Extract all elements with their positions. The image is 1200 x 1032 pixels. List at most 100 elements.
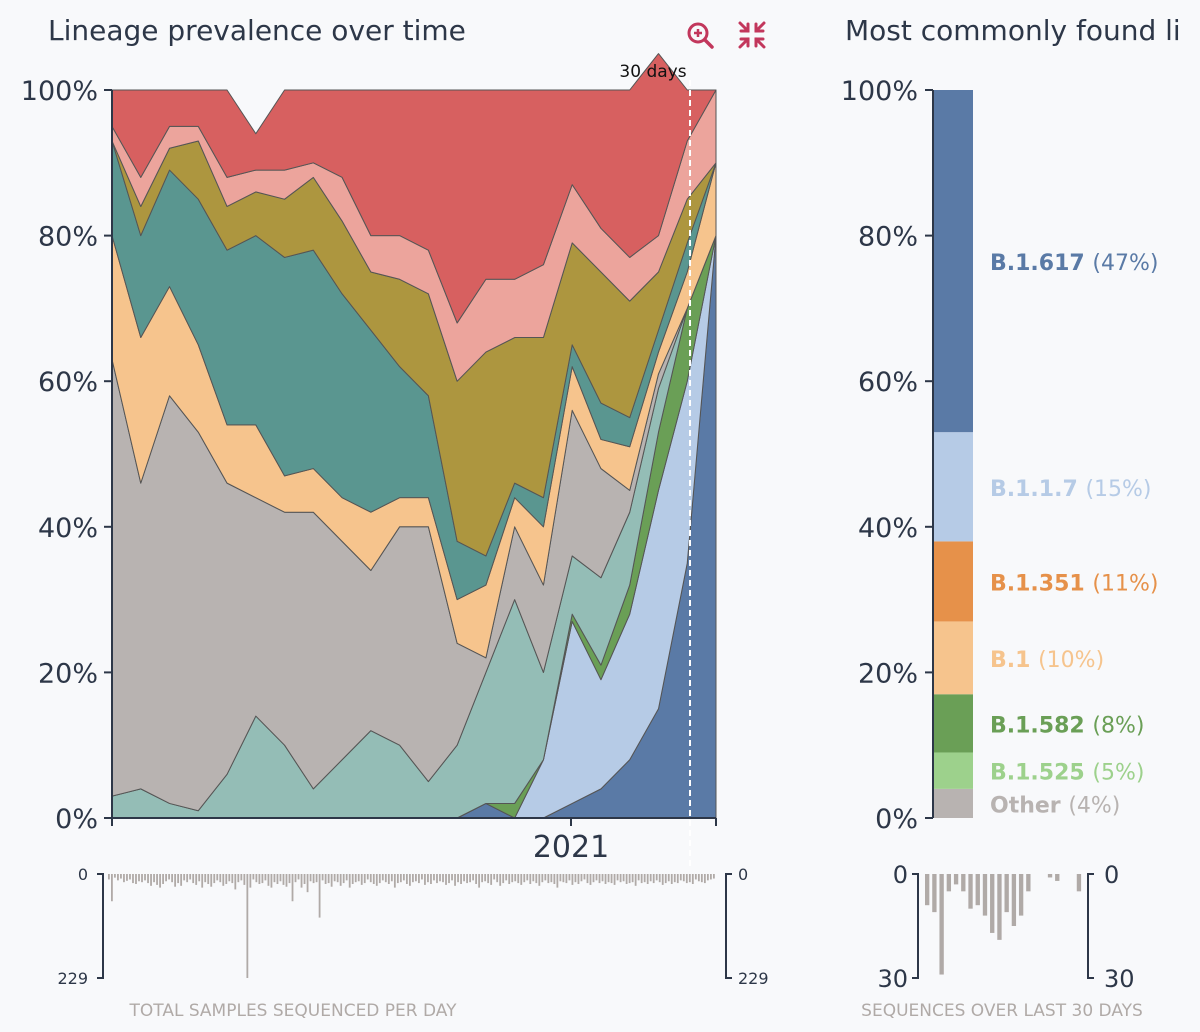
- right-chart-title: Most commonly found li: [845, 14, 1181, 47]
- mini-right-axis: [1087, 873, 1094, 979]
- bar-segment-B-1-525: [933, 752, 973, 789]
- mini-bar: [135, 874, 137, 884]
- mini-bar: [357, 874, 360, 882]
- mini-bar: [351, 874, 354, 884]
- bar-segment-Other: [933, 788, 973, 818]
- mini-bar: [430, 874, 432, 884]
- mini-bar: [318, 874, 321, 918]
- prevalence-area-chart: [111, 53, 717, 819]
- mini-bar: [415, 874, 417, 882]
- mini-bar: [538, 874, 541, 886]
- mini-bar: [664, 874, 667, 884]
- mini-tick-label: 229: [57, 969, 88, 988]
- mini-bar: [631, 874, 634, 883]
- mini-bar: [679, 874, 682, 881]
- collapse-icon[interactable]: [738, 21, 766, 49]
- mini-bar: [946, 874, 952, 892]
- mini-bar: [475, 874, 478, 884]
- mini-bar: [315, 874, 318, 883]
- mini-bar: [499, 874, 502, 886]
- mini-bar: [210, 874, 213, 887]
- mini-bar: [228, 874, 231, 882]
- mini-bar: [706, 874, 709, 881]
- mini-bar: [661, 874, 664, 885]
- mini-bar: [953, 874, 959, 885]
- mini-bar: [408, 874, 411, 886]
- mini-bar: [126, 874, 128, 881]
- y-tick-label: 60%: [38, 367, 98, 398]
- mini-bar: [598, 874, 601, 884]
- mini-bar: [153, 874, 155, 883]
- mini-bar: [279, 874, 282, 882]
- bar-segment-B-1-582: [933, 694, 973, 753]
- prevalence-y-axis: 0% 20% 40% 60% 80% 100%: [21, 76, 717, 835]
- mini-bar: [556, 874, 559, 888]
- mini-bar: [261, 874, 264, 884]
- mini-bar: [487, 874, 490, 884]
- mini-bar: [1055, 874, 1060, 881]
- lineage-stacked-bar: [933, 90, 973, 818]
- mini-bar: [276, 874, 279, 884]
- mini-bar: [451, 874, 453, 881]
- bar-segment-B-1-351: [933, 541, 973, 622]
- mini-bar: [589, 874, 592, 885]
- mini-bar: [673, 874, 676, 883]
- mini-left-axis: [912, 873, 919, 979]
- mini-bar: [225, 874, 228, 884]
- mini-bar: [658, 874, 661, 883]
- mini-bar: [463, 874, 465, 882]
- mini-bar: [270, 874, 273, 888]
- mini-bar: [234, 874, 237, 890]
- y-tick-label: 80%: [38, 222, 98, 253]
- mini-bar: [1047, 874, 1053, 878]
- mini-bar: [198, 874, 201, 882]
- mini-bar: [580, 874, 583, 882]
- mini-bar: [342, 874, 345, 884]
- mini-bar: [703, 874, 706, 884]
- mini-bar: [634, 874, 637, 886]
- mini-bar: [496, 874, 499, 883]
- mini-bar: [532, 874, 535, 882]
- mini-bar: [195, 874, 198, 885]
- mini-bar: [424, 874, 426, 885]
- mini-bar: [330, 874, 333, 887]
- mini-bar: [445, 874, 447, 885]
- left-chart-title: Lineage prevalence over time: [48, 14, 466, 47]
- mini-bar: [490, 874, 493, 885]
- mini-bar: [436, 874, 438, 884]
- mini-bar: [652, 874, 655, 884]
- daily-samples-caption: TOTAL SAMPLES SEQUENCED PER DAY: [128, 1001, 457, 1021]
- mini-bar: [613, 874, 616, 885]
- mini-bar: [997, 874, 1002, 940]
- mini-bar: [312, 874, 315, 884]
- legend-label-Other: Other (4%): [990, 793, 1120, 818]
- stacked-y-tick-label: 20%: [858, 658, 918, 689]
- mini-bar: [243, 874, 246, 885]
- mini-bar: [640, 874, 643, 884]
- mini-bar: [649, 874, 652, 882]
- mini-bar: [132, 874, 134, 884]
- mini-bar: [469, 874, 471, 883]
- mini-bar: [216, 874, 219, 881]
- mini-bar: [129, 874, 131, 880]
- mini-bar: [643, 874, 646, 883]
- mini-bar: [574, 874, 577, 883]
- mini-bar: [484, 874, 487, 882]
- mini-bar: [366, 874, 369, 880]
- mini-bar: [144, 874, 146, 881]
- stacked-y-tick-label: 100%: [841, 76, 918, 107]
- mini-bar: [568, 874, 571, 881]
- mini-bar: [339, 874, 342, 886]
- zoom-in-icon[interactable]: [687, 22, 714, 49]
- mini-bar: [622, 874, 625, 882]
- mini-bar: [646, 874, 649, 884]
- y-tick-label: 0%: [55, 804, 98, 835]
- mini-bar: [565, 874, 568, 884]
- mini-bar: [472, 874, 475, 881]
- mini-bar: [544, 874, 547, 881]
- mini-bar: [162, 874, 164, 884]
- legend-label-B-1-1-7: B.1.1.7 (15%): [990, 477, 1152, 502]
- mini-bar: [1004, 874, 1009, 913]
- mini-bar: [204, 874, 207, 883]
